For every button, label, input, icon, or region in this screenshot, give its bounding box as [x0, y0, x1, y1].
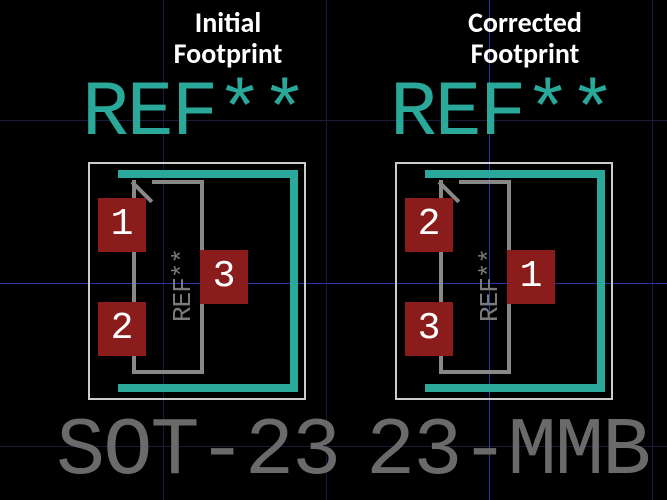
bounding-box-right — [395, 162, 613, 400]
title-corrected-line1: Corrected — [468, 5, 582, 40]
package-label-left: SOT-23 — [56, 405, 339, 498]
title-corrected-line2: Footprint — [471, 36, 580, 71]
title-corrected: Corrected Footprint — [430, 8, 620, 70]
ref-label-left: REF** — [82, 70, 306, 158]
grid-v — [652, 0, 653, 500]
ref-label-right: REF** — [390, 70, 614, 158]
title-initial-line2: Footprint — [174, 36, 283, 71]
package-label-right: 23-MMB — [366, 405, 649, 498]
bounding-box-left — [88, 162, 306, 400]
title-initial-line1: Initial — [195, 5, 261, 40]
title-initial: Initial Footprint — [138, 8, 318, 70]
